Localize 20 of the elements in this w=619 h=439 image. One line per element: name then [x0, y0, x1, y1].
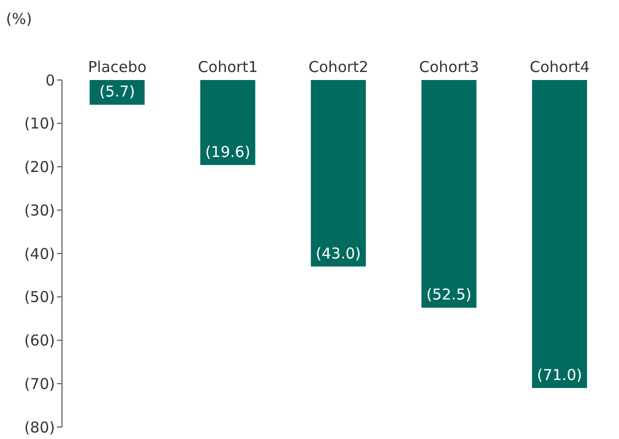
y-tick-label: (30): [24, 201, 55, 220]
x-tick-label: Cohort4: [530, 58, 590, 76]
y-tick-label: (40): [24, 244, 55, 263]
x-tick-label: Cohort3: [419, 58, 480, 76]
data-label: (5.7): [99, 82, 135, 101]
y-tick-label: (70): [24, 374, 55, 393]
y-tick-label: 0: [45, 71, 55, 90]
data-label: (52.5): [426, 286, 472, 304]
data-label: (43.0): [316, 244, 361, 263]
x-tick-label: Placebo: [88, 58, 147, 76]
data-label: (19.6): [205, 143, 250, 162]
y-tick-label: (50): [24, 288, 55, 306]
y-tick-label: (60): [24, 332, 55, 350]
data-label: (71.0): [536, 366, 582, 384]
y-tick-label: (10): [24, 114, 55, 133]
y-axis-title: (%): [6, 10, 32, 28]
x-tick-label: Cohort1: [198, 58, 258, 76]
x-tick-label: Cohort2: [308, 58, 368, 76]
y-tick-label: (80): [24, 418, 55, 436]
y-tick-label: (20): [24, 158, 55, 176]
